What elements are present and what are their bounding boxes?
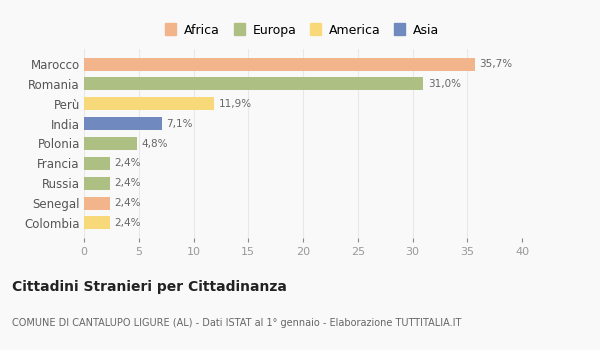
Bar [84,58,475,70]
Legend: Africa, Europa, America, Asia: Africa, Europa, America, Asia [164,21,442,39]
Bar [84,177,110,190]
Text: 2,4%: 2,4% [115,218,141,228]
Text: 2,4%: 2,4% [115,158,141,168]
Bar [84,97,214,110]
Bar [84,217,110,229]
Text: 31,0%: 31,0% [428,79,461,89]
Bar [84,117,162,130]
Bar [84,137,137,150]
Text: 7,1%: 7,1% [166,119,193,129]
Text: Cittadini Stranieri per Cittadinanza: Cittadini Stranieri per Cittadinanza [12,280,287,294]
Bar [84,157,110,170]
Text: 11,9%: 11,9% [218,99,252,109]
Bar [84,77,424,90]
Text: 4,8%: 4,8% [141,139,167,148]
Text: 2,4%: 2,4% [115,178,141,188]
Bar [84,197,110,210]
Text: 35,7%: 35,7% [479,59,512,69]
Text: COMUNE DI CANTALUPO LIGURE (AL) - Dati ISTAT al 1° gennaio - Elaborazione TUTTIT: COMUNE DI CANTALUPO LIGURE (AL) - Dati I… [12,318,461,329]
Text: 2,4%: 2,4% [115,198,141,208]
